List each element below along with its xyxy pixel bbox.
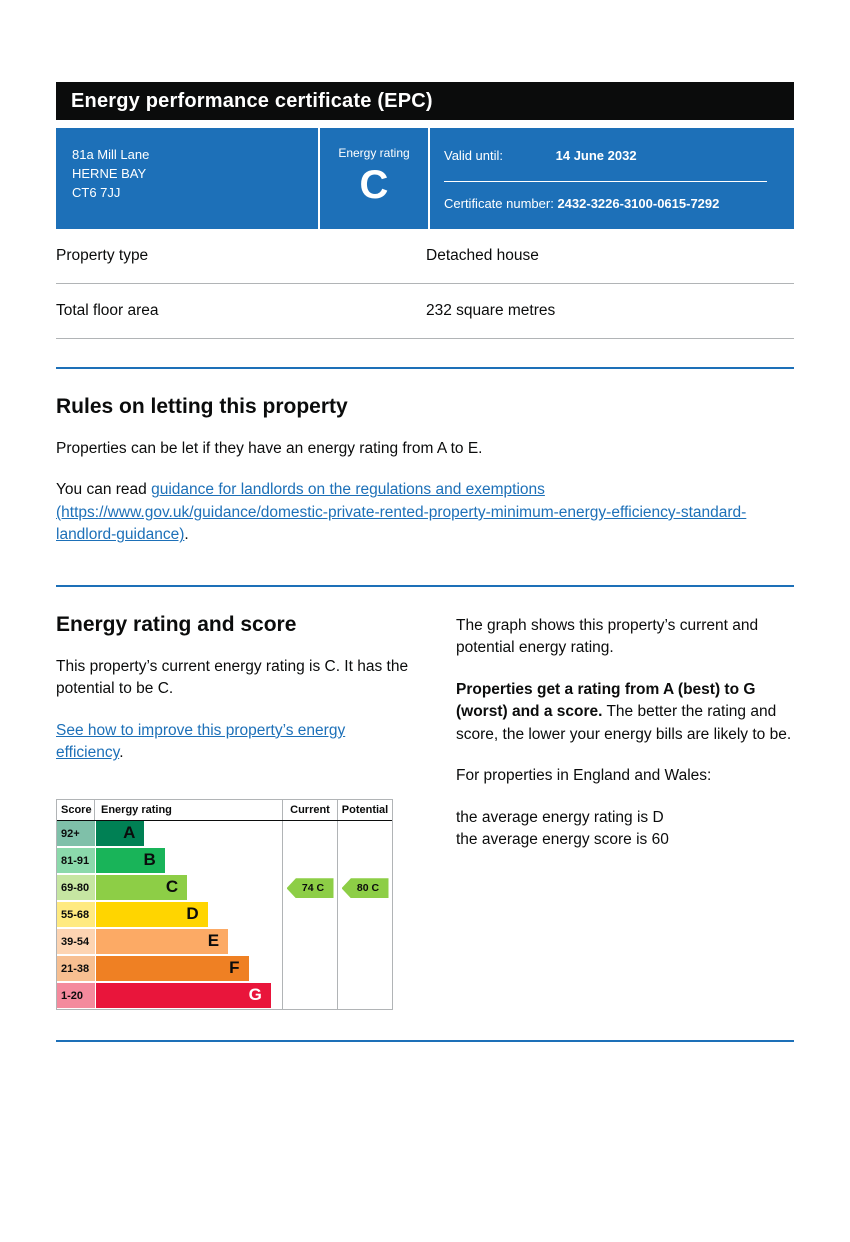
valid-until-label: Valid until: — [444, 148, 504, 163]
section-divider — [56, 1039, 794, 1042]
chart-header-score: Score — [57, 799, 95, 820]
rating-heading: Energy rating and score — [56, 612, 297, 636]
certificate-number-label: Certificate number: — [444, 196, 554, 211]
band-row-f: 21-38 F — [57, 955, 392, 983]
guidance-suffix: . — [184, 526, 189, 544]
improve-suffix: . — [119, 744, 124, 762]
energy-rating-letter: C — [359, 163, 389, 207]
energy-rating-chart: Score Energy rating Current Potential 92… — [56, 798, 393, 1010]
average-rating-line: the average energy rating is D — [456, 808, 664, 826]
potential-rating-arrow: 80 C — [341, 878, 389, 899]
address-line-3: CT6 7JJ — [72, 184, 121, 200]
property-type-label: Property type — [56, 247, 149, 264]
band-score: 21-38 — [57, 955, 95, 981]
rating-scale-rest: The better the rating and score, the low… — [456, 703, 792, 743]
rating-scale-paragraph: Properties get a rating from A (best) to… — [456, 679, 794, 746]
rating-right-column: The graph shows this property’s current … — [456, 587, 794, 1010]
chart-header-rating: Energy rating — [101, 803, 172, 816]
valid-until-value: 14 June 2032 — [555, 148, 637, 163]
chart-header-row: Score Energy rating Current Potential — [57, 799, 392, 821]
improve-efficiency-link[interactable]: See how to improve this property’s energ… — [56, 721, 346, 762]
band-bar-e: E — [96, 928, 229, 954]
chart-header-current: Current — [282, 799, 337, 820]
floor-area-value: 232 square metres — [426, 302, 556, 319]
band-bar-a: A — [96, 820, 145, 846]
section-divider — [56, 367, 794, 369]
band-row-d: 55-68 D — [57, 901, 392, 929]
page-title-banner: Energy performance certificate (EPC) — [56, 82, 794, 120]
rules-paragraph: Properties can be let if they have an en… — [56, 440, 483, 457]
table-row-property-type: Property type Detached house — [56, 229, 794, 284]
band-bar-f: F — [96, 955, 249, 981]
improve-paragraph: See how to improve this property’s energ… — [56, 720, 416, 765]
address-line-1: 81a Mill Lane — [72, 147, 150, 162]
band-row-e: 39-54 E — [57, 928, 392, 956]
band-score: 55-68 — [57, 901, 95, 927]
property-details-table: Property type Detached house Total floor… — [56, 229, 794, 339]
panel-divider — [444, 181, 767, 182]
band-row-a: 92+ A — [57, 820, 392, 848]
band-score: 39-54 — [57, 928, 95, 954]
energy-rating-section: Energy rating and score This property’s … — [56, 587, 794, 1010]
guidance-prefix: You can read — [56, 481, 152, 499]
rules-heading: Rules on letting this property — [56, 395, 348, 418]
band-score: 92+ — [57, 820, 95, 846]
band-bar-g: G — [96, 982, 271, 1008]
section-divider — [56, 584, 794, 587]
property-address: 81a Mill Lane HERNE BAY CT6 7JJ — [56, 128, 318, 229]
rating-scale-bold: Properties get a rating from A (best) to… — [456, 680, 756, 721]
band-row-c: 69-80 C 74 C 80 C — [57, 874, 392, 902]
certificate-number-value: 2432-3226-3100-0615-7292 — [557, 196, 720, 211]
band-row-b: 81-91 B — [57, 847, 392, 875]
current-rating-arrow: 74 C — [286, 878, 334, 899]
band-bar-d: D — [96, 901, 208, 927]
average-score-line: the average energy score is 60 — [456, 831, 669, 849]
validity-panel: Valid until: 14 June 2032 Certificate nu… — [430, 128, 794, 229]
landlord-guidance-link[interactable]: guidance for landlords on the regulation… — [56, 481, 747, 544]
table-row-floor-area: Total floor area 232 square metres — [56, 284, 794, 339]
valid-until-row: Valid until: 14 June 2032 — [444, 148, 780, 163]
property-type-value: Detached house — [426, 247, 539, 264]
england-wales-paragraph: For properties in England and Wales: — [456, 767, 712, 785]
rules-section: Rules on letting this property Propertie… — [56, 395, 794, 547]
rating-left-column: Energy rating and score This property’s … — [56, 587, 416, 1010]
guidance-paragraph: You can read guidance for landlords on t… — [56, 479, 794, 546]
certificate-number-row: Certificate number: 2432-3226-3100-0615-… — [444, 196, 780, 211]
epc-page: Energy performance certificate (EPC) 81a… — [56, 0, 794, 1242]
band-score: 69-80 — [57, 874, 95, 900]
band-row-g: 1-20 G — [57, 982, 392, 1009]
band-score: 81-91 — [57, 847, 95, 873]
certificate-summary-panel: 81a Mill Lane HERNE BAY CT6 7JJ Energy r… — [56, 128, 794, 229]
address-line-2: HERNE BAY — [72, 165, 147, 181]
chart-header-potential: Potential — [337, 799, 392, 820]
page-title: Energy performance certificate (EPC) — [71, 89, 433, 112]
averages-paragraph: the average energy rating is D the avera… — [456, 807, 794, 852]
band-bar-c: C — [96, 874, 188, 900]
energy-rating-badge: Energy rating C — [320, 128, 428, 229]
band-score: 1-20 — [57, 982, 95, 1008]
graph-explainer-paragraph: The graph shows this property’s current … — [456, 616, 759, 657]
rating-summary-paragraph: This property’s current energy rating is… — [56, 657, 409, 698]
band-bar-b: B — [96, 847, 165, 873]
floor-area-label: Total floor area — [56, 302, 159, 319]
energy-rating-label: Energy rating — [338, 146, 410, 160]
